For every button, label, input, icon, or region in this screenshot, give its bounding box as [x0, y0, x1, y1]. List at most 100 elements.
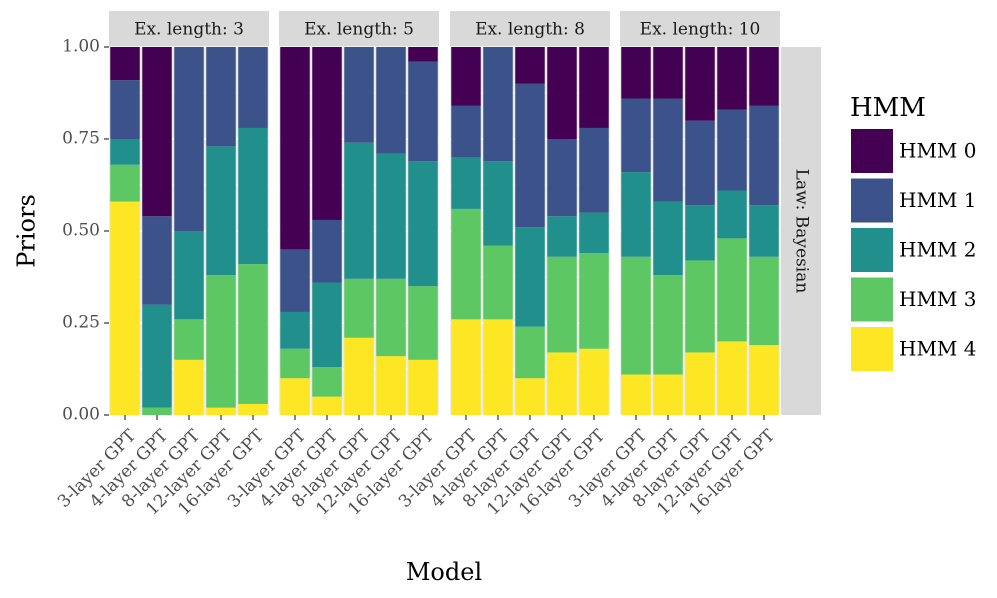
- bar-segment: [547, 256, 577, 353]
- x-axis-title: Model: [406, 558, 482, 586]
- bar-segment: [344, 47, 374, 143]
- bar-segment: [515, 83, 545, 228]
- legend-key: [851, 327, 893, 371]
- bar-segment: [579, 212, 609, 254]
- bar-segment: [408, 286, 438, 360]
- bar-segment: [174, 231, 204, 320]
- bar-segment: [408, 61, 438, 162]
- bar-segment: [408, 47, 438, 62]
- bar-segment: [547, 352, 577, 415]
- bar-segment: [312, 367, 342, 397]
- facet-strip: [620, 11, 780, 47]
- bar-segment: [142, 47, 172, 217]
- bar-segment: [142, 407, 172, 415]
- bar-segment: [515, 47, 545, 84]
- bar-segment: [280, 378, 310, 415]
- bar-segment: [717, 341, 747, 415]
- bar-segment: [280, 348, 310, 379]
- bar-segment: [653, 98, 683, 202]
- legend-key: [851, 129, 893, 173]
- facet-strip-label: Ex. length: 10: [640, 20, 761, 40]
- bar-segment: [206, 47, 236, 147]
- bar-segment: [515, 378, 545, 415]
- y-axis: 0.00 0.25 0.50 0.75 1.00: [62, 37, 109, 425]
- bar-segment: [483, 47, 513, 162]
- y-tick-label: 0.75: [62, 129, 100, 149]
- bar-segment: [238, 47, 268, 128]
- bar-segment: [749, 205, 779, 257]
- bar-segment: [110, 139, 140, 165]
- bar-segment: [621, 374, 651, 415]
- legend-title: HMM: [850, 93, 926, 123]
- bar-segment: [653, 47, 683, 99]
- legend-label: HMM 4: [899, 337, 976, 361]
- bar-segment: [344, 337, 374, 415]
- bar-segment: [451, 319, 481, 415]
- bar-segment: [451, 157, 481, 209]
- facet-row-strip-bg: [781, 47, 821, 415]
- facet-strip-label: Ex. length: 8: [475, 20, 585, 40]
- bar-segment: [206, 275, 236, 408]
- bar-segment: [344, 278, 374, 338]
- bar-segment: [547, 139, 577, 217]
- legend: HMM HMM 0 HMM 1 HMM 2 HMM 3 HMM 4: [850, 93, 976, 371]
- bar-segment: [312, 47, 342, 220]
- facet-strip: [279, 11, 439, 47]
- bar-segment: [685, 260, 715, 353]
- bar-segment: [749, 345, 779, 415]
- facet-row-label: Law: Bayesian: [792, 169, 812, 294]
- bar-segment: [174, 319, 204, 360]
- legend-label: HMM 0: [899, 139, 976, 163]
- bar-segment: [238, 403, 268, 415]
- bar-segment: [174, 359, 204, 415]
- bar-segment: [206, 407, 236, 415]
- bar-segment: [685, 205, 715, 261]
- bar-segment: [685, 47, 715, 121]
- bar-segment: [408, 161, 438, 287]
- bar-segment: [280, 311, 310, 349]
- bar-segment: [621, 256, 651, 375]
- facet-strip-label: Ex. length: 5: [304, 20, 414, 40]
- facet-strip-label: Ex. length: 3: [134, 20, 244, 40]
- bar-segment: [749, 105, 779, 206]
- bar-segment: [717, 190, 747, 239]
- bar-segment: [547, 216, 577, 257]
- bar-segment: [280, 47, 310, 250]
- bar-segment: [110, 201, 140, 415]
- bar-segment: [579, 47, 609, 128]
- bar-segment: [653, 201, 683, 276]
- bar-segment: [344, 142, 374, 279]
- y-tick-label: 1.00: [62, 37, 100, 57]
- bar-segment: [515, 326, 545, 379]
- bar-segment: [451, 47, 481, 106]
- bar-segment: [312, 282, 342, 368]
- legend-label: HMM 2: [899, 238, 976, 262]
- bar-segment: [483, 161, 513, 246]
- bar-segment: [451, 105, 481, 158]
- bar-segment: [685, 352, 715, 415]
- bar-segment: [547, 47, 577, 139]
- legend-label: HMM 3: [899, 287, 976, 311]
- bar-segment: [749, 256, 779, 346]
- bar-segment: [408, 359, 438, 415]
- bar-segment: [376, 278, 406, 357]
- bar-segment: [579, 348, 609, 415]
- y-tick-label: 0.00: [62, 405, 100, 425]
- legend-key: [851, 228, 893, 272]
- legend-key: [851, 178, 893, 223]
- bar-segment: [312, 396, 342, 415]
- legend-label: HMM 1: [899, 188, 976, 212]
- bar-segment: [206, 146, 236, 276]
- bar-segment: [515, 227, 545, 327]
- bar-segment: [110, 80, 140, 139]
- bar-segment: [717, 109, 747, 191]
- y-tick-label: 0.50: [62, 221, 100, 241]
- bar-segment: [376, 47, 406, 154]
- bar-segment: [110, 164, 140, 202]
- bar-segment: [483, 245, 513, 320]
- bar-segment: [621, 172, 651, 257]
